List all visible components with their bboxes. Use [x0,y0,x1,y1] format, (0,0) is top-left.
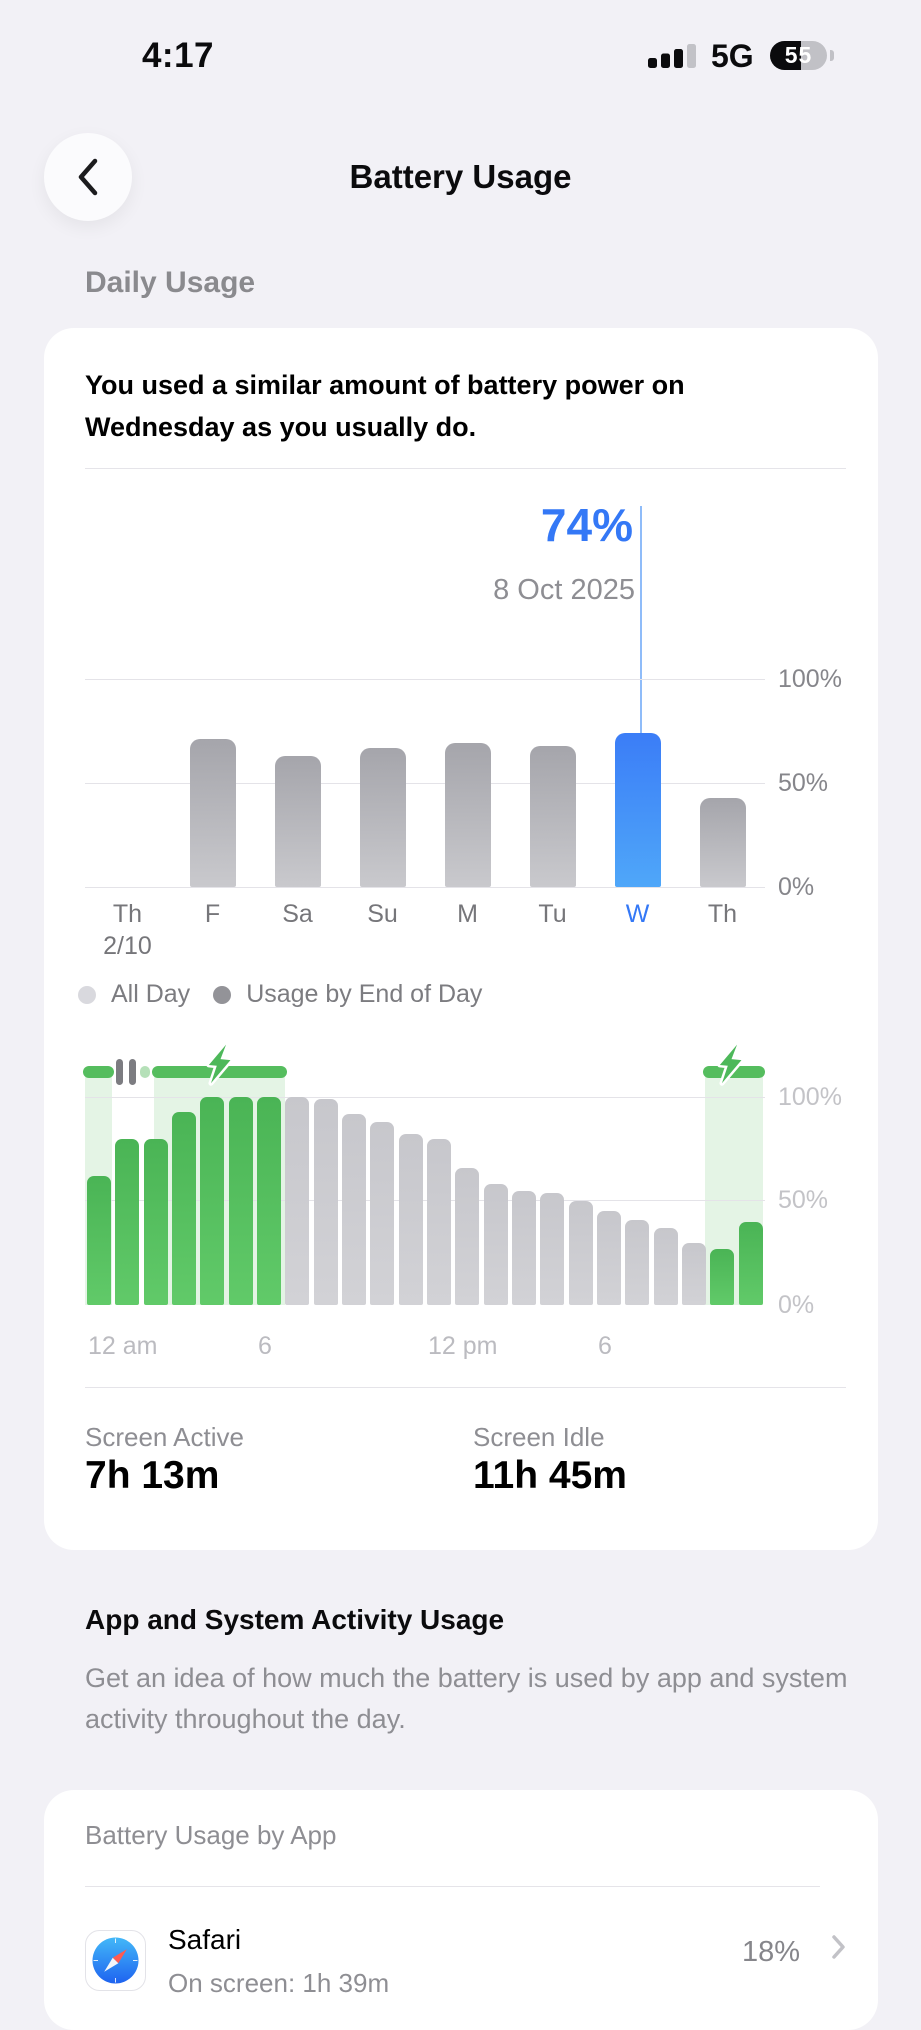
battery-hour-bar[interactable] [228,1097,253,1305]
app-battery-percent: 18% [741,1936,800,1968]
daily-bar[interactable] [529,746,576,887]
battery-hour-bar[interactable] [370,1122,395,1305]
selected-day-percent: 74% [540,499,633,551]
divider [85,1886,820,1887]
gridline [85,887,765,888]
battery-hour-bar[interactable] [313,1099,338,1305]
usage-summary-text: You used a similar amount of battery pow… [85,370,685,442]
battery-hour-bar[interactable] [341,1114,366,1305]
daily-bar[interactable] [189,739,236,887]
battery-hour-bar[interactable] [87,1176,111,1305]
legend-end-of-day: Usage by End of Day [246,980,483,1008]
day-label: Su [367,900,398,928]
day-label: Tu [538,900,567,928]
daily-bar[interactable] [359,748,406,887]
time-label: 6 [597,1332,612,1360]
day-sub-label: 2/10 [103,932,152,960]
activity-section-title: App and System Activity Usage [85,1604,505,1635]
battery-hour-bar[interactable] [568,1201,593,1305]
safari-app-icon [85,1930,146,1991]
gridline [85,1200,765,1201]
selection-indicator-line [640,506,642,734]
divider [85,468,846,469]
legend-all-day: All Day [111,980,191,1008]
network-type: 5G [711,38,754,74]
daily-bar[interactable] [614,733,661,887]
battery-hour-bar[interactable] [455,1168,480,1305]
battery-hour-bar[interactable] [143,1139,168,1305]
chevron-left-icon [78,158,98,196]
battery-hour-bar[interactable] [738,1222,763,1305]
app-card-title: Battery Usage by App [85,1820,337,1850]
charging-bolt-icon [711,1040,749,1088]
battery-fill [770,41,802,70]
day-label: Sa [282,900,313,928]
battery-hour-bar[interactable] [511,1191,536,1305]
battery-percent: 55 [784,42,813,68]
day-label: M [457,900,478,928]
daily-bar[interactable] [444,743,491,887]
divider [85,1387,846,1388]
y-axis-label: 100% [778,665,842,693]
battery-hour-bar[interactable] [285,1097,310,1305]
signal-strength-icon [648,44,696,68]
battery-hour-bar[interactable] [256,1097,281,1305]
battery-hour-bar[interactable] [398,1134,423,1305]
charging-bolt-icon [200,1040,238,1088]
battery-hour-bar[interactable] [171,1112,196,1305]
battery-nub [830,50,834,61]
battery-hour-bar[interactable] [681,1243,706,1305]
gridline [85,1097,765,1098]
app-name: Safari [168,1924,242,1955]
battery-hour-bar[interactable] [426,1139,451,1305]
status-time: 4:17 [141,36,215,75]
charging-paused-icon [129,1059,137,1085]
time-label: 6 [257,1332,272,1360]
time-label: 12 am [88,1332,158,1360]
day-label: F [204,900,221,928]
y-axis-label: 100% [778,1083,842,1111]
battery-hour-bar[interactable] [596,1211,621,1305]
day-label: Th [112,900,143,928]
day-label: Th [707,900,738,928]
activity-section-description: Get an idea of how much the battery is u… [85,1663,848,1734]
back-button[interactable] [44,133,132,221]
all-day-dot-icon [78,985,96,1004]
y-axis-label: 50% [778,769,829,797]
daily-bar[interactable] [274,756,321,887]
daily-bar[interactable] [699,798,746,887]
selected-day-date: 8 Oct 2025 [493,574,635,606]
battery-hour-bar[interactable] [115,1139,140,1305]
chevron-right-icon [832,1935,845,1959]
y-axis-label: 50% [778,1186,829,1214]
charging-paused-icon [116,1059,124,1085]
battery-hour-bar[interactable] [710,1249,735,1305]
y-axis-label: 0% [778,873,815,901]
section-daily-usage: Daily Usage [85,266,256,299]
battery-status-icon: 55 [770,41,827,70]
charging-track-segment [83,1066,114,1078]
battery-hour-bar[interactable] [625,1220,650,1305]
battery-hour-bar[interactable] [653,1228,678,1305]
gridline [85,679,765,680]
battery-level-legend: All Day Usage by End of Day [78,980,482,1009]
screen-idle-label: Screen Idle [473,1422,605,1452]
battery-hour-bar[interactable] [200,1097,225,1305]
daily-usage-card: You used a similar amount of battery pow… [44,328,878,1550]
battery-hour-bar[interactable] [540,1193,565,1305]
battery-usage-by-app-card: Battery Usage by App Safari On screen: 1… [44,1790,878,2030]
battery-hour-bar[interactable] [483,1184,508,1305]
day-label: W [625,900,650,928]
gridline [85,783,765,784]
time-label: 12 pm [427,1332,498,1360]
charging-track-dot [140,1066,151,1078]
screen-active-label: Screen Active [85,1422,244,1452]
app-on-screen-time: On screen: 1h 39m [168,1968,390,1998]
page-title: Battery Usage [349,158,572,195]
screen-active-value: 7h 13m [85,1454,220,1497]
y-axis-label: 0% [778,1291,815,1319]
end-of-day-dot-icon [213,985,232,1004]
screen-idle-value: 11h 45m [473,1454,627,1497]
